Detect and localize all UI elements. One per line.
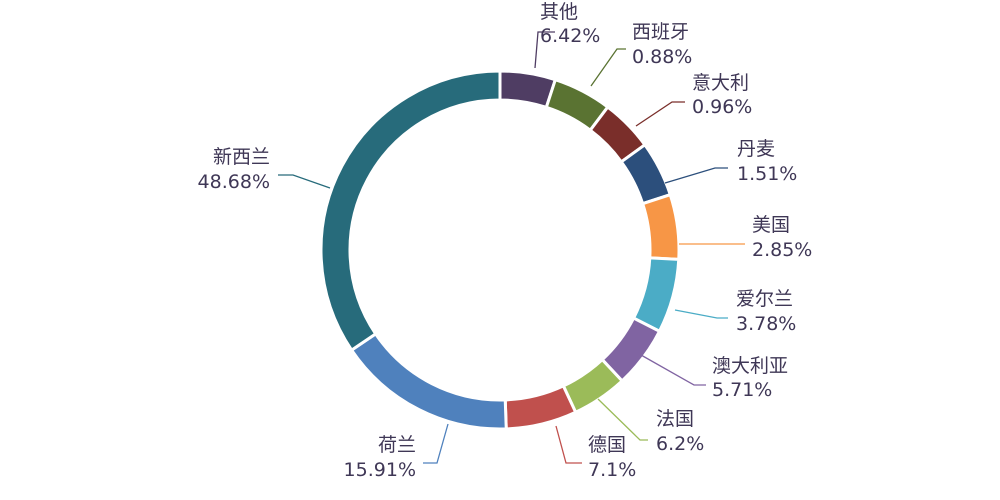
donut-slice (319, 69, 502, 353)
slice-value-label: 48.68% (198, 171, 270, 193)
leader-line (635, 101, 685, 127)
slice-value-label: 7.1% (588, 459, 636, 481)
leader-line (534, 31, 555, 69)
leader-line (278, 174, 331, 189)
donut-slice (503, 383, 578, 431)
slice-label: 新西兰 (213, 146, 270, 168)
slice-value-label: 2.85% (752, 239, 812, 261)
slice-value-label: 3.78% (736, 313, 796, 335)
slice-label: 意大利 (692, 72, 749, 94)
slice-value-label: 6.2% (656, 433, 704, 455)
slice-label: 其他 (540, 1, 578, 23)
leader-line (423, 423, 449, 464)
slice-value-label: 0.88% (632, 46, 692, 68)
leader-line (674, 309, 728, 319)
slice-label: 德国 (588, 434, 626, 456)
slice-label: 美国 (752, 214, 790, 236)
slice-label: 西班牙 (632, 21, 689, 43)
donut-slice (640, 192, 681, 261)
leader-line (590, 48, 626, 87)
slice-label: 丹麦 (737, 138, 775, 160)
slice-label: 爱尔兰 (736, 288, 793, 310)
slice-label: 荷兰 (378, 434, 416, 456)
slice-label: 澳大利亚 (712, 355, 788, 377)
leader-line (555, 425, 582, 464)
donut-slice (349, 331, 508, 431)
slice-value-label: 0.96% (692, 96, 752, 118)
slice-value-label: 6.42% (540, 25, 600, 47)
leader-line (640, 354, 706, 386)
slice-value-label: 5.71% (712, 379, 772, 401)
slice-value-label: 15.91% (344, 459, 416, 481)
leader-line (597, 398, 648, 441)
slice-label: 法国 (656, 408, 694, 430)
slice-value-label: 1.51% (737, 163, 797, 185)
leader-line (664, 167, 728, 184)
